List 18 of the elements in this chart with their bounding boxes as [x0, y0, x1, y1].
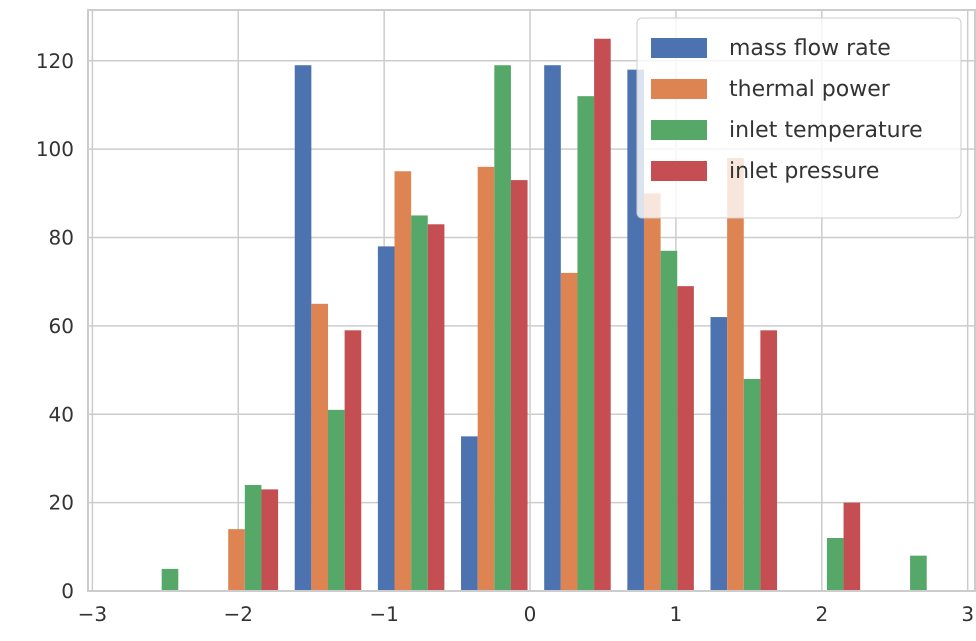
x-tick-label: −2: [224, 602, 254, 626]
x-tick-label: −3: [78, 602, 108, 626]
legend-label: mass flow rate: [729, 36, 891, 61]
x-tick-label: 3: [961, 602, 974, 626]
legend-label: inlet pressure: [729, 159, 880, 184]
legend-label: inlet temperature: [729, 118, 923, 143]
y-tick-label: 100: [36, 137, 74, 162]
x-tick-label: 1: [670, 602, 682, 626]
x-tick-label: 2: [815, 602, 828, 626]
y-tick-label: 120: [36, 48, 74, 73]
y-tick-label: 60: [48, 314, 74, 338]
x-tick-label: −1: [369, 602, 399, 626]
y-tick-label: 0: [61, 579, 74, 603]
y-tick-label: 80: [48, 226, 74, 250]
y-tick-label: 20: [48, 490, 74, 515]
x-tick-label: 0: [524, 602, 536, 626]
legend-label: thermal power: [729, 77, 891, 102]
y-tick-label: 40: [48, 402, 74, 426]
